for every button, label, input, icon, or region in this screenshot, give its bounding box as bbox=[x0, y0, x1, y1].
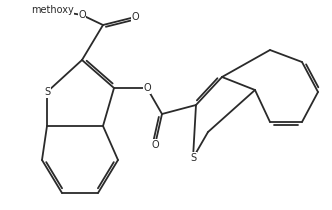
Text: O: O bbox=[143, 83, 151, 93]
Text: methoxy: methoxy bbox=[31, 5, 73, 15]
Text: O: O bbox=[131, 12, 139, 22]
Text: O: O bbox=[151, 140, 159, 150]
Text: S: S bbox=[190, 153, 196, 163]
Text: O: O bbox=[78, 10, 86, 20]
Text: S: S bbox=[44, 87, 50, 97]
Text: methyl: methyl bbox=[35, 5, 69, 15]
